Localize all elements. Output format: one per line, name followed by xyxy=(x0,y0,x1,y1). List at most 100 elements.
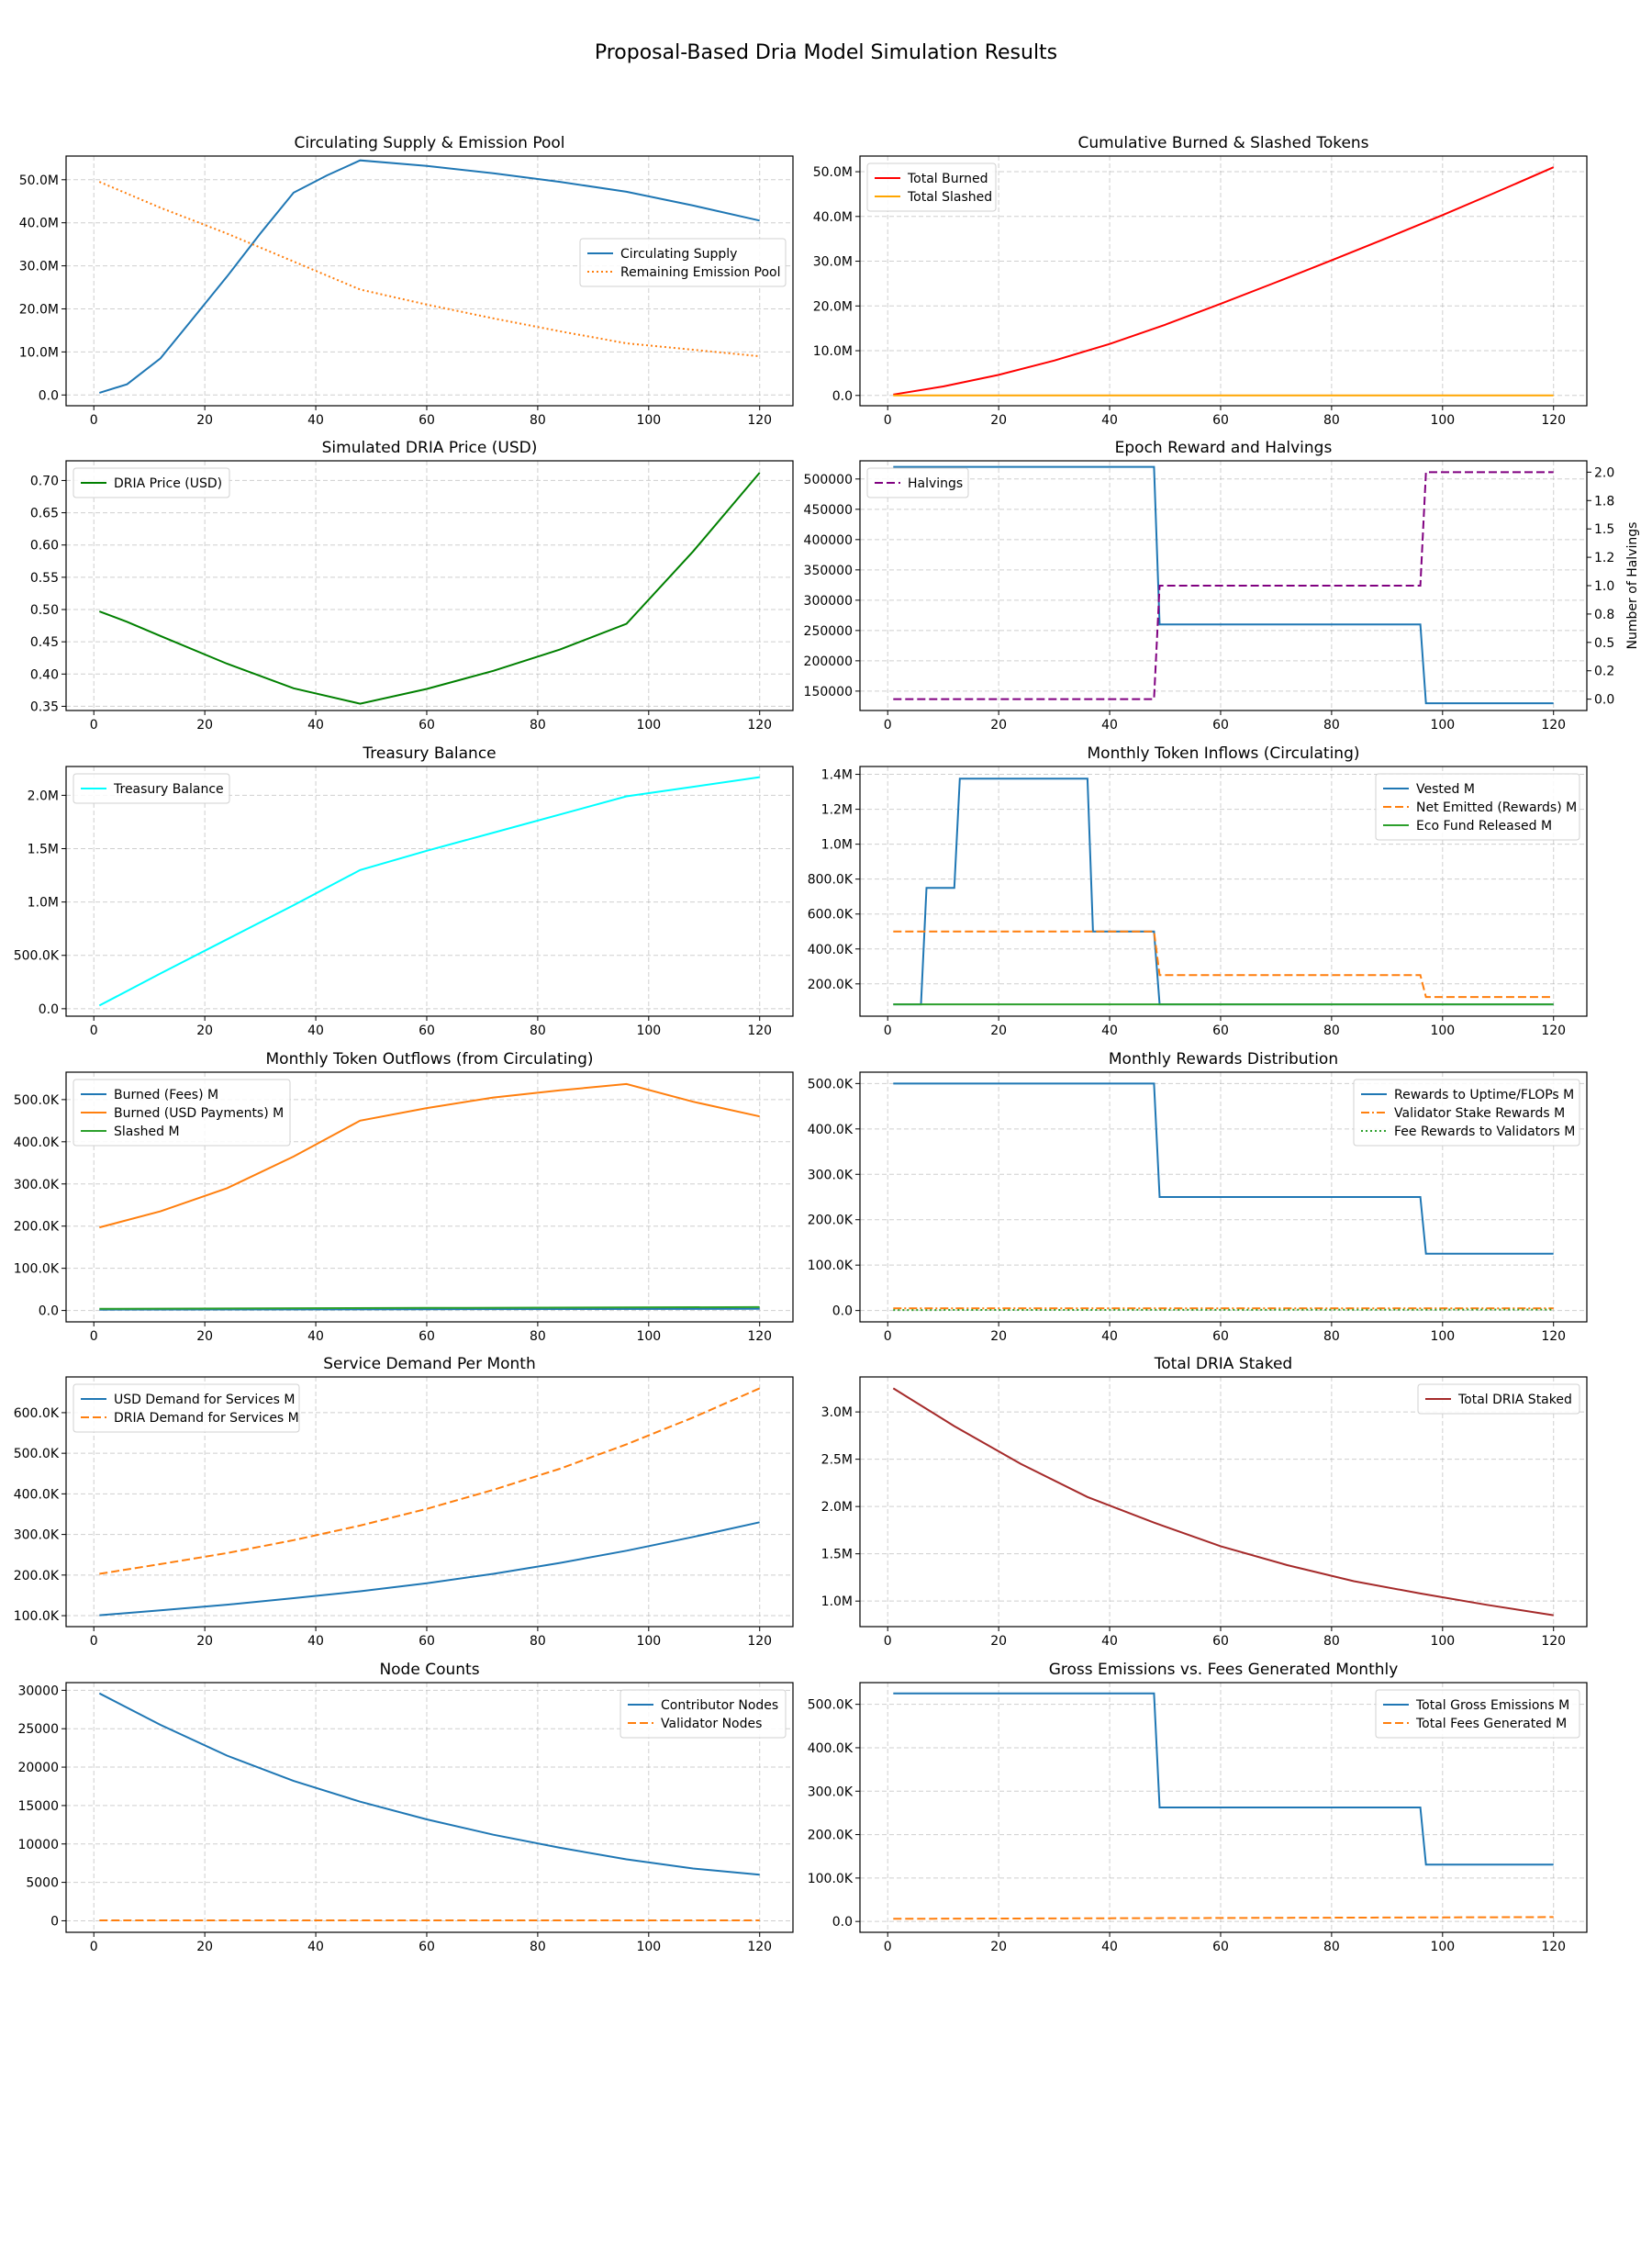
y-tick-label: 450000 xyxy=(804,503,853,518)
legend-box xyxy=(73,467,230,498)
x-tick-label: 60 xyxy=(1212,1329,1229,1344)
y-tick-label: 0.0 xyxy=(832,1304,853,1319)
y-tick-label: 1.4M xyxy=(821,768,853,783)
legend-label: Contributor Nodes xyxy=(661,1698,778,1713)
y-tick-label: 400.0K xyxy=(14,1136,60,1150)
y-tick-label: 30000 xyxy=(17,1684,59,1698)
legend-box xyxy=(620,1689,787,1739)
x-tick-label: 20 xyxy=(990,1024,1007,1038)
axes-frame xyxy=(859,155,1588,407)
legend-box xyxy=(73,1383,300,1433)
legend-label: Total Gross Emissions M xyxy=(1415,1698,1569,1713)
legend-label: Validator Nodes xyxy=(661,1717,762,1731)
x-tick-label: 120 xyxy=(747,413,772,428)
legend-label: Vested M xyxy=(1416,782,1475,797)
x-tick-label: 80 xyxy=(530,718,546,733)
axes-frame xyxy=(65,460,794,711)
x-tick-label: 80 xyxy=(530,1024,546,1038)
y2-tick-label: 0.8 xyxy=(1594,608,1614,622)
x-tick-label: 0 xyxy=(90,1940,98,1954)
legend: Treasury Balance xyxy=(73,773,230,804)
subplot-c3: Epoch Reward and Halvings 0 20 40 60 80 100 120… xyxy=(804,439,1640,733)
y-tick-label: 200.0K xyxy=(14,1220,60,1235)
y-tick-label: 20.0M xyxy=(19,302,59,317)
x-tick-label: 40 xyxy=(307,1329,324,1344)
legend-label: Slashed M xyxy=(114,1124,180,1139)
y-tick-label: 40.0M xyxy=(813,210,853,225)
legend: Rewards to Uptime/FLOPs M Validator Stake… xyxy=(1353,1079,1580,1147)
y-tick-label: 1.5M xyxy=(28,843,59,857)
subplot-title: Treasury Balance xyxy=(362,744,496,763)
subplot-c8: Service Demand Per Month 0 20 40 60 80 100 120 1… xyxy=(14,1355,794,1649)
x-tick-label: 40 xyxy=(307,1940,324,1954)
y-tick-label: 300.0K xyxy=(14,1528,60,1543)
subplot-title: Node Counts xyxy=(379,1661,479,1679)
y2-tick-label: 1.8 xyxy=(1594,494,1614,509)
y-tick-label: 0.40 xyxy=(30,667,59,682)
y-tick-label: 50.0M xyxy=(19,173,59,188)
series-line-contributor-nodes xyxy=(98,1692,760,1876)
legend: USD Demand for Services M DRIA Demand for… xyxy=(73,1383,300,1433)
subplot-title: Monthly Rewards Distribution xyxy=(1109,1050,1338,1069)
series-line-net-emitted-rewards-m xyxy=(893,930,1554,999)
subplot-title: Monthly Token Inflows (Circulating) xyxy=(1088,744,1360,763)
y-tick-label: 1.5M xyxy=(821,1548,853,1562)
y-tick-label: 5000 xyxy=(26,1876,59,1891)
x-tick-label: 60 xyxy=(419,1024,435,1038)
y-tick-label: 200.0K xyxy=(808,1214,854,1228)
x-tick-label: 80 xyxy=(1323,1329,1340,1344)
x-tick-label: 120 xyxy=(1541,1329,1566,1344)
y-tick-label: 3.0M xyxy=(821,1405,853,1420)
x-tick-label: 40 xyxy=(307,1024,324,1038)
y-tick-label: 0.0 xyxy=(832,389,853,404)
series-line-total-gross-emissions-m xyxy=(893,1692,1554,1866)
subplot-title: Cumulative Burned & Slashed Tokens xyxy=(1077,134,1368,152)
y-tick-label: 500.0K xyxy=(14,949,60,964)
y-tick-label: 600.0K xyxy=(14,1406,60,1421)
y-tick-label: 2.0M xyxy=(821,1500,853,1515)
x-tick-label: 100 xyxy=(1430,718,1455,733)
legend-label: Remaining Emission Pool xyxy=(620,265,781,280)
x-tick-label: 20 xyxy=(196,1329,213,1344)
y-tick-label: 200000 xyxy=(804,655,853,669)
x-tick-label: 120 xyxy=(1541,1634,1566,1649)
x-tick-label: 0 xyxy=(90,1634,98,1649)
legend: Burned (Fees) M Burned (USD Payments) M Sl… xyxy=(73,1079,291,1147)
x-tick-label: 120 xyxy=(747,718,772,733)
x-tick-label: 80 xyxy=(1323,1634,1340,1649)
x-tick-label: 60 xyxy=(1212,1634,1229,1649)
x-tick-label: 40 xyxy=(307,718,324,733)
x-tick-label: 0 xyxy=(90,718,98,733)
y2-tick-label: 1.0 xyxy=(1594,579,1614,594)
legend-label: Circulating Supply xyxy=(620,247,737,262)
axes-frame xyxy=(859,1376,1588,1628)
y-tick-label: 10000 xyxy=(17,1838,59,1852)
series-line-halvings xyxy=(893,471,1554,700)
y-tick-label: 800.0K xyxy=(808,873,854,888)
legend-label: Halvings xyxy=(908,476,963,491)
y-tick-label: 500000 xyxy=(804,473,853,487)
series-line-slashed-m xyxy=(99,1305,760,1310)
x-tick-label: 120 xyxy=(1541,413,1566,428)
y-tick-label: 40.0M xyxy=(19,217,59,231)
y-tick-label: 0.0 xyxy=(832,1915,853,1930)
series-line-rewards-to-uptime-flops-m xyxy=(893,1082,1554,1255)
subplot-c1: Cumulative Burned & Slashed Tokens 0 20 40 6… xyxy=(813,134,1588,428)
legend-label: DRIA Demand for Services M xyxy=(114,1411,299,1426)
y-tick-label: 100.0K xyxy=(14,1609,60,1624)
x-tick-label: 0 xyxy=(884,1329,892,1344)
legend-box xyxy=(866,467,969,498)
y-tick-label: 500.0K xyxy=(14,1093,60,1108)
legend-label: Burned (USD Payments) M xyxy=(114,1106,284,1121)
y-tick-label: 0.60 xyxy=(30,539,59,554)
x-tick-label: 80 xyxy=(1323,1940,1340,1954)
y2-tick-label: 0.5 xyxy=(1594,636,1614,651)
x-tick-label: 40 xyxy=(1101,1940,1118,1954)
x-tick-label: 100 xyxy=(636,1329,661,1344)
y2-tick-label: 2.0 xyxy=(1594,465,1614,480)
x-tick-label: 20 xyxy=(990,413,1007,428)
series-line-total-dria-staked xyxy=(892,1387,1554,1617)
series-line-circulating-supply xyxy=(99,159,760,394)
x-tick-label: 120 xyxy=(747,1940,772,1954)
series-line-remaining-emission-pool xyxy=(98,181,760,358)
